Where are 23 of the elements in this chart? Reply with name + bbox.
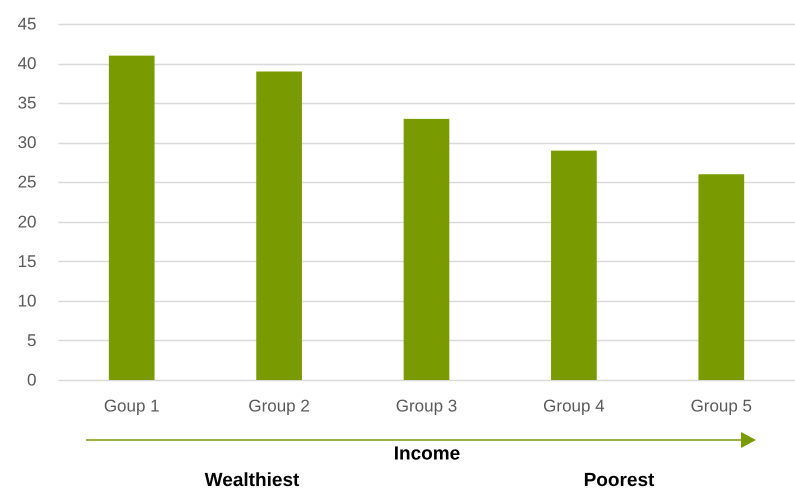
- text: Poorest: [584, 470, 654, 492]
- text: Wealthiest: [204, 470, 300, 492]
- bar: [698, 174, 744, 380]
- y-tick-label: 0: [27, 370, 36, 390]
- y-tick-label: 40: [18, 54, 36, 74]
- x-tick-label: Group 4: [543, 396, 605, 416]
- x-axis-title: Income: [394, 444, 460, 464]
- x-tick-label: Goup 1: [104, 396, 160, 416]
- y-tick-label: 35: [18, 94, 36, 113]
- y-tick-label: 15: [18, 252, 36, 271]
- y-tick-label: 30: [18, 133, 36, 152]
- y-tick-label: 5: [27, 330, 36, 350]
- y-tick-label: 25: [18, 172, 36, 192]
- y-tick-label: 45: [18, 14, 36, 34]
- x-tick-label: Group 2: [248, 396, 310, 416]
- x-tick-label: Group 3: [396, 396, 458, 416]
- bar: [256, 71, 302, 380]
- y-tick-label: 20: [18, 212, 36, 232]
- x-tick-label: Group 5: [690, 396, 752, 416]
- y-tick-label: 10: [18, 291, 36, 310]
- bar: [404, 118, 450, 380]
- bar: [108, 56, 155, 380]
- bar: [551, 150, 597, 380]
